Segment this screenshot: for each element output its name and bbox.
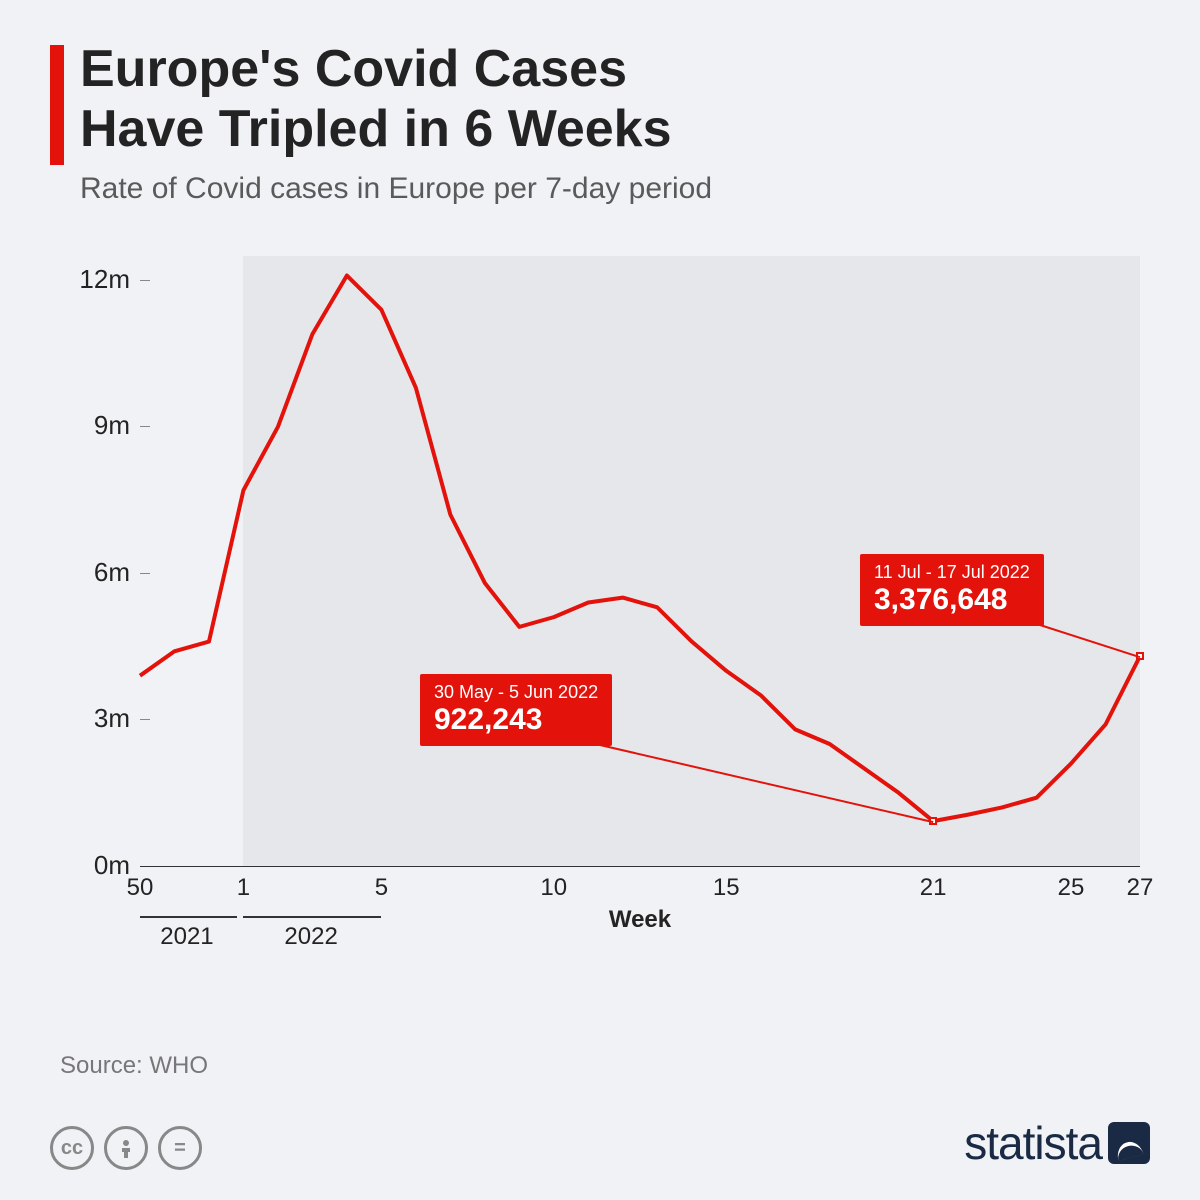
y-tick-label: 9m bbox=[60, 410, 130, 441]
y-tick-label: 0m bbox=[60, 850, 130, 881]
x-tick-label: 1 bbox=[237, 874, 250, 902]
statista-logo: statista bbox=[964, 1116, 1150, 1170]
x-tick-label: 21 bbox=[920, 874, 947, 902]
logo-text: statista bbox=[964, 1116, 1102, 1170]
footer: cc = statista bbox=[50, 1116, 1150, 1170]
y-tick-label: 12m bbox=[60, 264, 130, 295]
by-icon bbox=[104, 1126, 148, 1170]
x-axis-line bbox=[140, 866, 1140, 867]
license-icons: cc = bbox=[50, 1126, 202, 1170]
cc-icon: cc bbox=[50, 1126, 94, 1170]
header: Europe's Covid CasesHave Tripled in 6 We… bbox=[50, 40, 1150, 206]
x-tick-label: 27 bbox=[1127, 874, 1154, 902]
chart: 0m3m6m9m12m Week 50151015212527 20212022… bbox=[60, 246, 1140, 976]
year-label: 2021 bbox=[160, 923, 213, 951]
year-label: 2022 bbox=[284, 923, 337, 951]
chart-title: Europe's Covid CasesHave Tripled in 6 We… bbox=[80, 40, 1150, 160]
callout-box: 11 Jul - 17 Jul 20223,376,648 bbox=[860, 554, 1044, 626]
x-axis-label: Week bbox=[609, 906, 671, 934]
x-tick-label: 50 bbox=[127, 874, 154, 902]
x-tick-label: 5 bbox=[375, 874, 388, 902]
accent-bar bbox=[50, 45, 64, 165]
y-tick-label: 3m bbox=[60, 703, 130, 734]
logo-mark-icon bbox=[1108, 1122, 1150, 1164]
x-tick-label: 25 bbox=[1058, 874, 1085, 902]
source-text: Source: WHO bbox=[60, 1052, 208, 1080]
x-tick-label: 15 bbox=[713, 874, 740, 902]
nd-icon: = bbox=[158, 1126, 202, 1170]
chart-subtitle: Rate of Covid cases in Europe per 7-day … bbox=[80, 172, 1150, 206]
y-tick-label: 6m bbox=[60, 557, 130, 588]
callout-box: 30 May - 5 Jun 2022922,243 bbox=[420, 674, 612, 746]
x-tick-label: 10 bbox=[540, 874, 567, 902]
